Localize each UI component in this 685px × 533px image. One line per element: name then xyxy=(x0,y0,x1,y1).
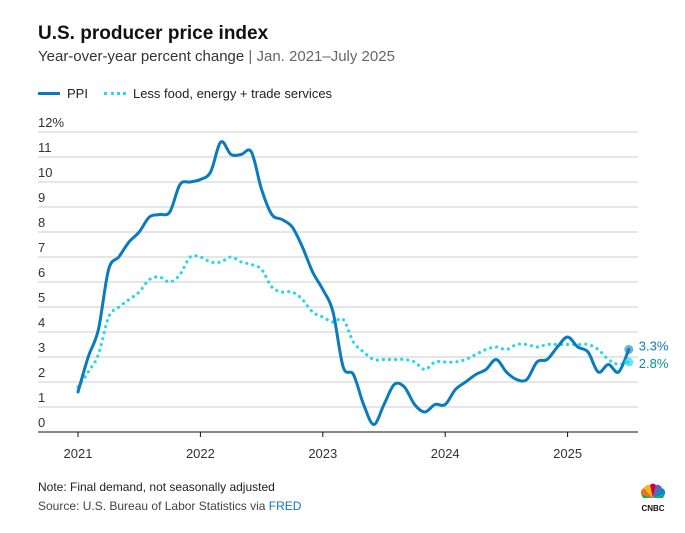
y-tick-label: 12% xyxy=(38,115,64,130)
y-tick-label: 10 xyxy=(38,165,52,180)
end-point-ppi xyxy=(624,345,634,354)
subtitle-separator: | xyxy=(244,48,257,65)
y-tick-label: 2 xyxy=(38,365,45,380)
legend-swatch-dotted xyxy=(103,92,126,95)
y-tick-label: 8 xyxy=(38,215,45,230)
y-tick-label: 4 xyxy=(38,315,45,330)
x-tick-label: 2021 xyxy=(64,446,93,461)
y-tick-label: 3 xyxy=(38,340,45,355)
chart-title: U.S. producer price index xyxy=(38,23,269,44)
series-line-ppi xyxy=(76,140,631,426)
end-label-core: 2.8% xyxy=(639,356,669,371)
subtitle-range: Jan. 2021–July 2025 xyxy=(256,48,395,65)
end-point-core xyxy=(624,357,634,367)
source: Source: U.S. Bureau of Labor Statistics … xyxy=(38,499,301,513)
series-line-core xyxy=(76,253,631,389)
source-text: Source: U.S. Bureau of Labor Statistics … xyxy=(38,499,269,513)
legend-item-core: Less food, energy + trade services xyxy=(103,86,333,101)
svg-text:CNBC: CNBC xyxy=(641,504,664,513)
legend-label: PPI xyxy=(67,86,88,101)
end-label-ppi: 3.3% xyxy=(639,339,669,354)
y-tick-label: 7 xyxy=(38,240,45,255)
y-tick-label: 11 xyxy=(38,140,52,155)
x-tick-label: 2025 xyxy=(553,446,582,461)
source-link[interactable]: FRED xyxy=(268,499,302,513)
subtitle-text: Year-over-year percent change xyxy=(38,48,245,65)
legend-label: Less food, energy + trade services xyxy=(132,86,333,101)
legend-item-ppi: PPI xyxy=(38,86,88,101)
y-tick-label: 6 xyxy=(38,265,45,280)
footnote: Note: Final demand, not seasonally adjus… xyxy=(38,480,275,494)
x-tick-label: 2023 xyxy=(308,446,337,461)
y-tick-label: 5 xyxy=(38,290,45,305)
cnbc-logo: CNBC xyxy=(640,483,666,513)
x-tick-label: 2022 xyxy=(186,446,215,461)
legend: PPI Less food, energy + trade services xyxy=(38,86,348,101)
y-tick-label: 9 xyxy=(38,190,45,205)
x-tick-label: 2024 xyxy=(431,446,460,461)
chart-subtitle: Year-over-year percent change | Jan. 202… xyxy=(38,48,395,65)
y-tick-label: 0 xyxy=(38,415,45,430)
legend-swatch-solid xyxy=(38,92,60,95)
plot-area: 0 1 2 3 4 5 6 7 8 9 10 11 12% 2021 2022 2023 2024 2025 3.3… xyxy=(38,115,669,461)
y-tick-label: 1 xyxy=(38,390,45,405)
